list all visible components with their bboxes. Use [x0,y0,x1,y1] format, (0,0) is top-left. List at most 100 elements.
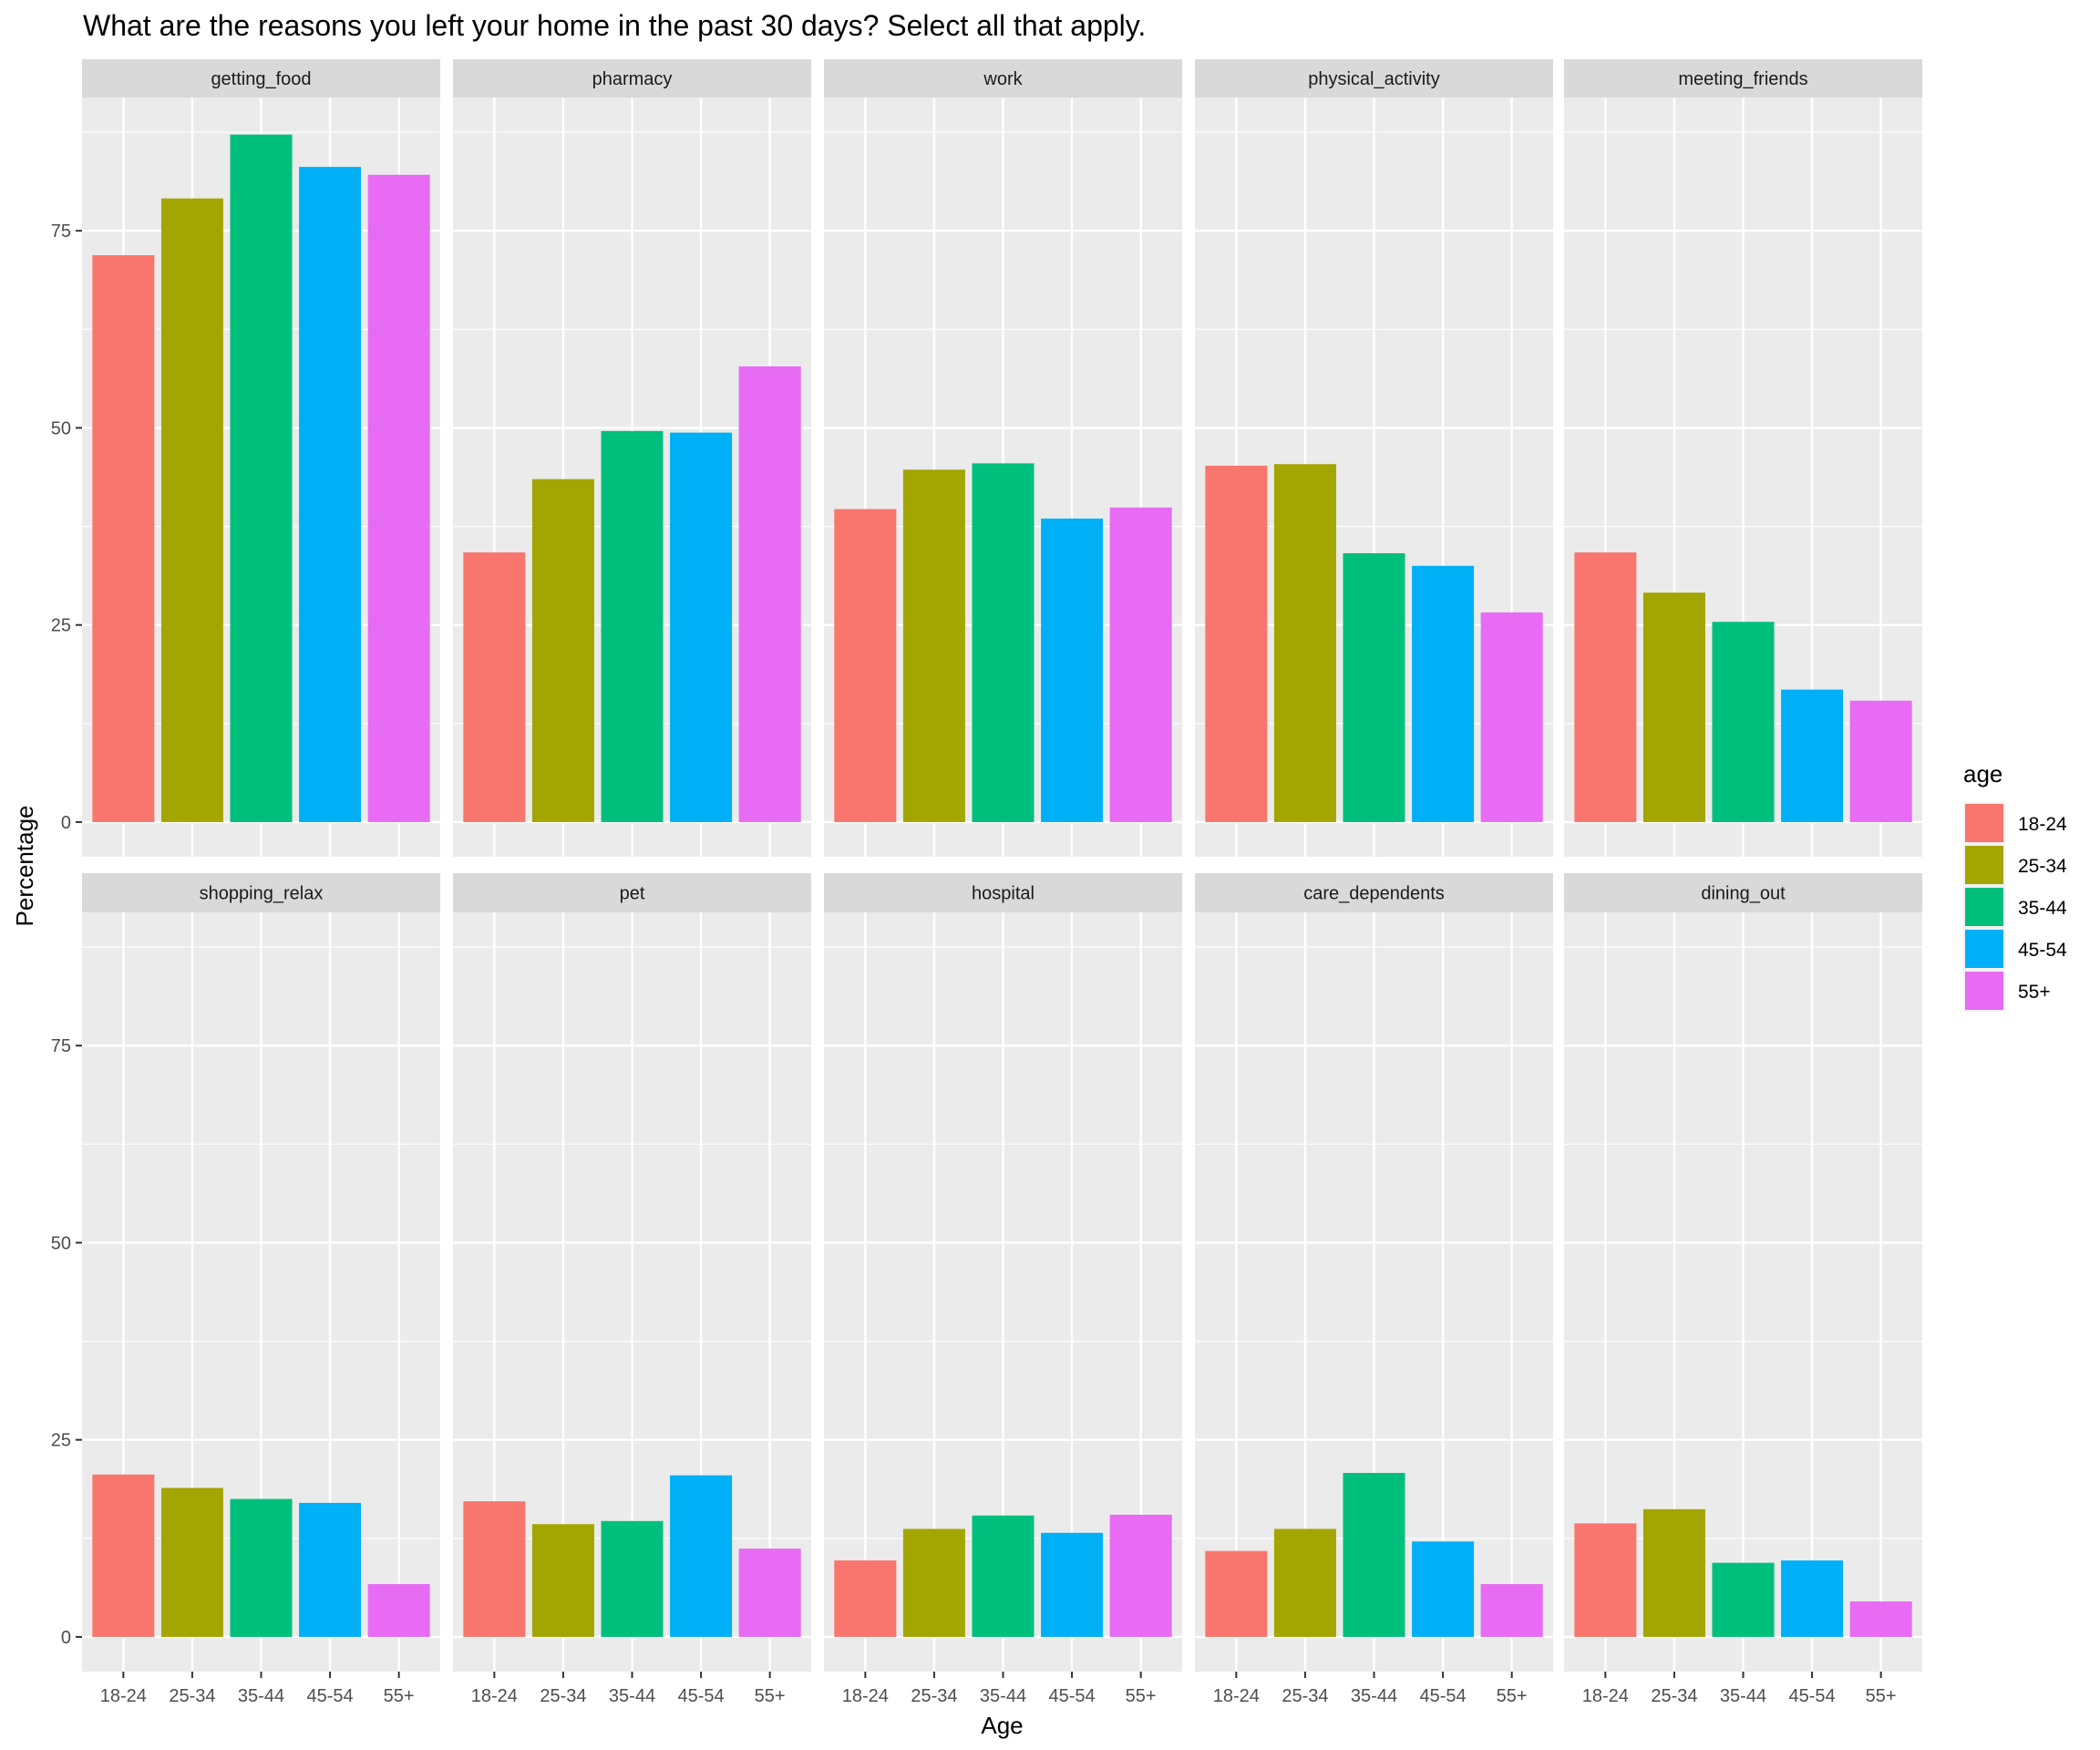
bar-physical_activity-25-34 [1273,464,1336,822]
x-tick-label: 55+ [1126,1686,1157,1706]
bar-work-45-54 [1041,518,1104,822]
x-tick-label: 25-34 [540,1686,586,1706]
legend-label: 55+ [2018,982,2051,1003]
y-tick-label: 50 [51,418,71,438]
bar-getting_food-25-34 [160,198,223,822]
bar-meeting_friends-25-34 [1642,592,1705,822]
legend-swatch-25-34 [1965,846,2003,884]
facet-strip [82,873,440,912]
bar-care_dependents-45-54 [1412,1541,1475,1637]
bar-hospital-55+ [1109,1514,1172,1637]
x-tick-label: 18-24 [100,1686,147,1706]
facet-strip [824,873,1182,912]
bar-dining_out-45-54 [1781,1560,1844,1637]
x-tick-label: 45-54 [1048,1686,1095,1706]
facet-strip [1564,59,1922,98]
bar-physical_activity-55+ [1480,612,1543,822]
facet-label: physical_activity [1308,69,1440,89]
y-tick-label: 0 [61,1628,71,1648]
facet-label: hospital [972,884,1035,904]
bar-work-55+ [1109,507,1172,822]
bar-pet-45-54 [670,1475,733,1637]
chart-title: What are the reasons you left your home … [83,9,1147,42]
y-tick-label: 25 [51,616,71,636]
legend-label: 35-44 [2018,898,2067,919]
y-axis-title: Percentage [11,806,38,927]
x-axis-title: Age [981,1712,1023,1739]
y-tick-label: 0 [61,813,71,833]
bar-care_dependents-55+ [1480,1583,1543,1637]
bar-dining_out-25-34 [1642,1508,1705,1637]
x-tick-label: 45-54 [306,1686,353,1706]
bar-hospital-45-54 [1041,1532,1104,1637]
bar-pet-35-44 [601,1520,664,1637]
x-tick-label: 25-34 [911,1686,957,1706]
facet-label: meeting_friends [1678,69,1807,89]
bar-meeting_friends-45-54 [1781,689,1844,822]
bar-physical_activity-18-24 [1205,465,1268,822]
facet-label: pharmacy [592,69,673,89]
x-tick-label: 35-44 [980,1686,1026,1706]
x-tick-label: 18-24 [842,1686,889,1706]
bar-getting_food-18-24 [92,255,155,822]
legend-swatch-45-54 [1965,930,2003,968]
bar-shopping_relax-18-24 [92,1474,155,1637]
bar-hospital-35-44 [972,1515,1035,1637]
x-tick-label: 55+ [384,1686,415,1706]
bar-shopping_relax-35-44 [230,1498,293,1637]
x-tick-label: 35-44 [1351,1686,1397,1706]
legend-label: 18-24 [2018,814,2067,835]
bar-meeting_friends-35-44 [1712,622,1775,822]
x-tick-label: 35-44 [1720,1686,1766,1706]
bar-work-25-34 [902,469,965,822]
x-tick-label: 45-54 [1419,1686,1466,1706]
facet-label: work [983,69,1023,89]
bar-work-18-24 [834,509,897,822]
bar-hospital-25-34 [902,1529,965,1637]
bar-pet-18-24 [463,1501,526,1637]
x-tick-label: 35-44 [609,1686,655,1706]
bar-getting_food-35-44 [230,134,293,822]
x-tick-label: 25-34 [169,1686,215,1706]
bar-pet-25-34 [531,1524,594,1637]
x-tick-label: 35-44 [238,1686,284,1706]
bar-pharmacy-45-54 [670,432,733,822]
y-tick-label: 50 [51,1233,71,1253]
bar-pharmacy-35-44 [601,430,664,822]
facet-label: care_dependents [1303,884,1445,904]
legend-swatch-35-44 [1965,888,2003,926]
x-tick-label: 18-24 [471,1686,518,1706]
bar-care_dependents-18-24 [1205,1550,1268,1637]
x-tick-label: 25-34 [1651,1686,1697,1706]
bar-getting_food-45-54 [299,167,362,822]
x-tick-label: 55+ [1866,1686,1897,1706]
bar-dining_out-55+ [1849,1601,1912,1637]
legend-title: age [1963,760,2002,788]
bar-meeting_friends-18-24 [1574,552,1637,822]
bar-care_dependents-25-34 [1273,1529,1336,1637]
bar-meeting_friends-55+ [1849,700,1912,822]
bar-getting_food-55+ [367,174,430,822]
x-tick-label: 45-54 [1788,1686,1835,1706]
x-tick-label: 18-24 [1213,1686,1260,1706]
legend-label: 25-34 [2018,856,2067,877]
bar-shopping_relax-25-34 [160,1488,223,1637]
legend-swatch-18-24 [1965,804,2003,842]
x-tick-label: 18-24 [1582,1686,1629,1706]
x-tick-label: 55+ [1497,1686,1528,1706]
facet-label: getting_food [211,69,311,89]
bar-dining_out-18-24 [1574,1523,1637,1637]
facet-label: dining_out [1701,884,1786,904]
facet-strip [824,59,1182,98]
x-tick-label: 45-54 [677,1686,724,1706]
facet-strip [1195,59,1553,98]
facet-strip [453,873,811,912]
y-tick-label: 25 [51,1431,71,1451]
y-tick-label: 75 [51,221,71,242]
facet-label: pet [620,884,645,904]
bar-pharmacy-18-24 [463,552,526,822]
facet-strip [1195,873,1553,912]
facet-strip [453,59,811,98]
bar-pharmacy-55+ [738,365,801,822]
